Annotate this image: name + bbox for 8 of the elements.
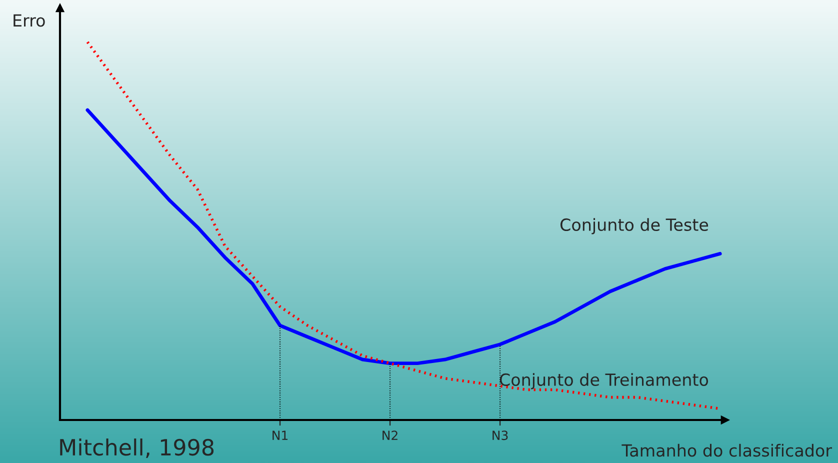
x-tick-label: N3 bbox=[492, 430, 508, 440]
y-axis-title: Erro bbox=[14, 14, 45, 27]
x-tick-label: N2 bbox=[382, 430, 398, 440]
x-axis-title: Tamanho do classificador bbox=[622, 444, 832, 457]
text: Mitchell, 1998 bbox=[60, 438, 214, 458]
x-tick-label: N1 bbox=[272, 430, 288, 440]
series-label: Conjunto de Treinamento bbox=[500, 373, 708, 390]
series-label: Conjunto de Teste bbox=[560, 218, 708, 234]
